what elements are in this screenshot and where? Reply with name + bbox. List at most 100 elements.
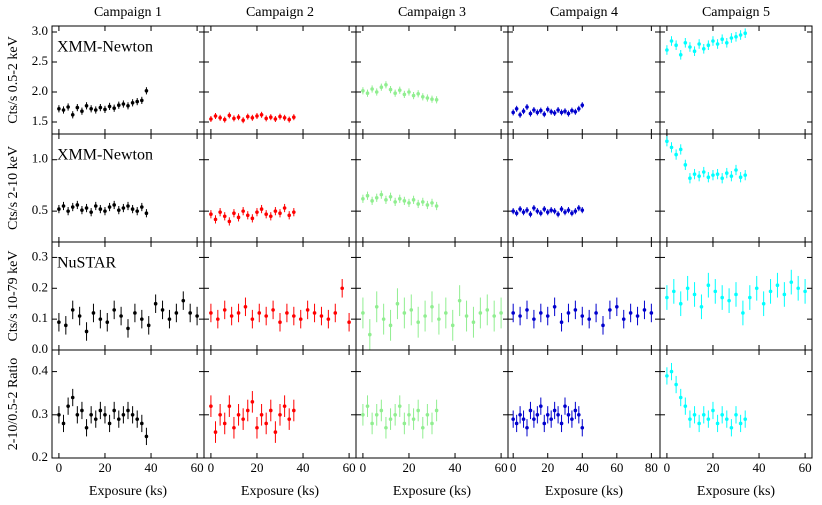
data-point [713,289,718,294]
data-point [701,47,706,51]
data-point [416,202,420,206]
data-point [112,106,116,110]
data-point [84,206,89,210]
data-point [98,408,103,413]
data-point [674,152,678,157]
data-point [528,408,533,413]
data-point [556,212,560,217]
data-point [552,209,557,213]
data-point [796,286,800,291]
data-point [393,413,397,417]
data-point [430,97,434,101]
data-point [425,413,430,417]
data-point [789,280,794,284]
data-point [130,207,135,211]
data-point [706,283,711,288]
data-point [361,197,365,201]
data-point [153,301,158,306]
data-point [112,308,116,312]
data-point [514,107,519,111]
data-point [227,219,232,224]
data-point [259,207,264,211]
data-point [70,113,75,117]
data-point [75,105,80,110]
data-point [222,117,227,122]
data-point [492,314,496,318]
data-point [80,109,84,113]
data-point [437,317,441,321]
data-point [729,425,734,430]
data-point [416,408,420,413]
data-point [542,112,547,116]
data-point [635,314,640,318]
data-point [434,204,439,208]
data-point [278,413,282,417]
data-point [532,108,536,112]
data-point [727,298,731,303]
data-point [741,311,745,315]
data-point [379,408,384,413]
data-point [84,329,89,334]
y-axis-label: 2-10/0.5-2 Ratio [6,358,21,451]
data-point [227,404,232,408]
data-point [665,374,669,378]
data-point [701,170,706,174]
data-point [768,289,773,294]
data-point [66,404,70,408]
data-point [688,417,692,421]
data-point [525,308,529,312]
data-point [370,87,374,91]
data-point [697,42,701,46]
data-point [423,314,427,318]
data-point [273,209,278,213]
data-point [738,421,743,426]
x-tick-label: 20 [98,460,111,475]
data-point [287,417,292,421]
data-point [70,395,75,400]
panel-frame [507,241,661,351]
data-point [724,417,729,421]
data-point [642,308,647,312]
y-tick-label: 0.3 [32,248,48,263]
data-point [174,311,179,315]
data-point [250,216,255,221]
data-point [444,311,448,315]
data-point [701,413,706,417]
data-point [93,417,98,421]
data-point [420,200,425,204]
data-point [243,305,248,309]
data-point [209,117,213,121]
data-point [420,425,425,430]
data-point [245,114,250,119]
data-point [255,210,259,214]
data-point [61,108,66,112]
y-tick-label: 2.5 [32,53,48,68]
data-point [734,292,738,297]
data-point [743,417,748,421]
data-point [75,413,80,417]
data-point [678,147,683,152]
x-tick-label: 0 [208,460,215,475]
data-point [227,113,232,118]
data-point [181,298,186,303]
data-point [397,88,402,92]
data-point [374,305,379,309]
data-point [532,417,536,421]
data-point [292,115,296,119]
data-point [374,195,379,200]
data-point [699,305,704,309]
data-point [678,395,683,400]
data-point [545,314,550,318]
data-point [566,111,571,116]
data-point [107,421,112,426]
x-axis-label: Exposure (ks) [697,484,775,499]
data-point [395,301,400,306]
data-point [70,205,75,209]
panel-frame [355,133,509,243]
y-axis-label: Cts/s 2-10 keV [6,146,21,230]
panel-frame [507,133,661,243]
data-point [425,96,430,100]
data-point [112,408,116,413]
data-point [232,116,236,121]
y-axis-label: Cts/s 0.5-2 keV [6,36,21,124]
